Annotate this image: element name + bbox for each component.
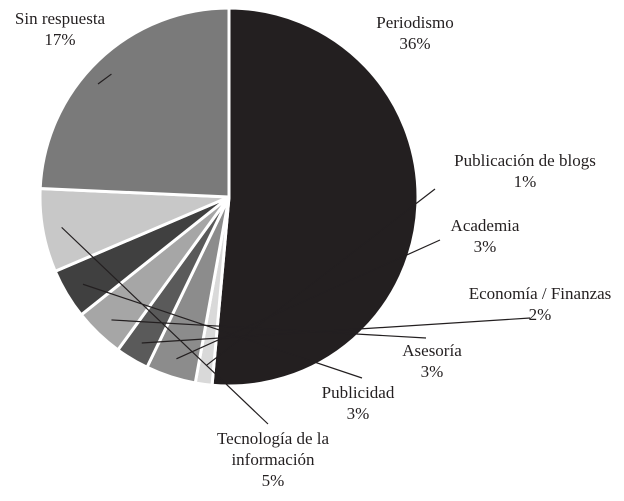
value-label: 3% bbox=[473, 237, 497, 256]
slice-label: Periodismo 36% bbox=[355, 12, 475, 54]
category-label: Sin respuesta bbox=[14, 9, 106, 28]
leader-line bbox=[111, 319, 427, 339]
leader-line bbox=[61, 226, 269, 425]
value-label: 3% bbox=[346, 404, 370, 423]
category-label: Periodismo bbox=[376, 13, 454, 32]
pie-slice bbox=[38, 6, 231, 199]
category-label: Publicación de blogs bbox=[454, 151, 596, 170]
category-label: Asesoría bbox=[402, 341, 462, 360]
value-label: 2% bbox=[528, 305, 552, 324]
leader-line bbox=[176, 239, 441, 360]
value-label: 36% bbox=[399, 34, 431, 53]
leader-line bbox=[97, 73, 112, 85]
slice-label: Sin respuesta 17% bbox=[0, 8, 120, 50]
slice-label: Publicación de blogs 1% bbox=[425, 150, 624, 192]
value-label: 17% bbox=[44, 30, 76, 49]
slice-label: Asesoría 3% bbox=[382, 340, 482, 382]
pie-slice bbox=[210, 6, 420, 388]
category-label: Economía / Finanzas bbox=[468, 284, 612, 303]
slice-label: Economía / Finanzas 2% bbox=[450, 283, 624, 325]
category-label: Publicidad bbox=[321, 383, 395, 402]
category-label: Academia bbox=[450, 216, 520, 235]
slice-label: Tecnología de la información 5% bbox=[203, 428, 343, 491]
leader-line bbox=[141, 317, 531, 344]
slice-label: Publicidad 3% bbox=[303, 382, 413, 424]
category-label: Tecnología de la información bbox=[216, 429, 330, 469]
value-label: 1% bbox=[513, 172, 537, 191]
slice-label: Academia 3% bbox=[425, 215, 545, 257]
value-label: 5% bbox=[261, 471, 285, 490]
value-label: 3% bbox=[420, 362, 444, 381]
leader-line bbox=[82, 283, 363, 379]
